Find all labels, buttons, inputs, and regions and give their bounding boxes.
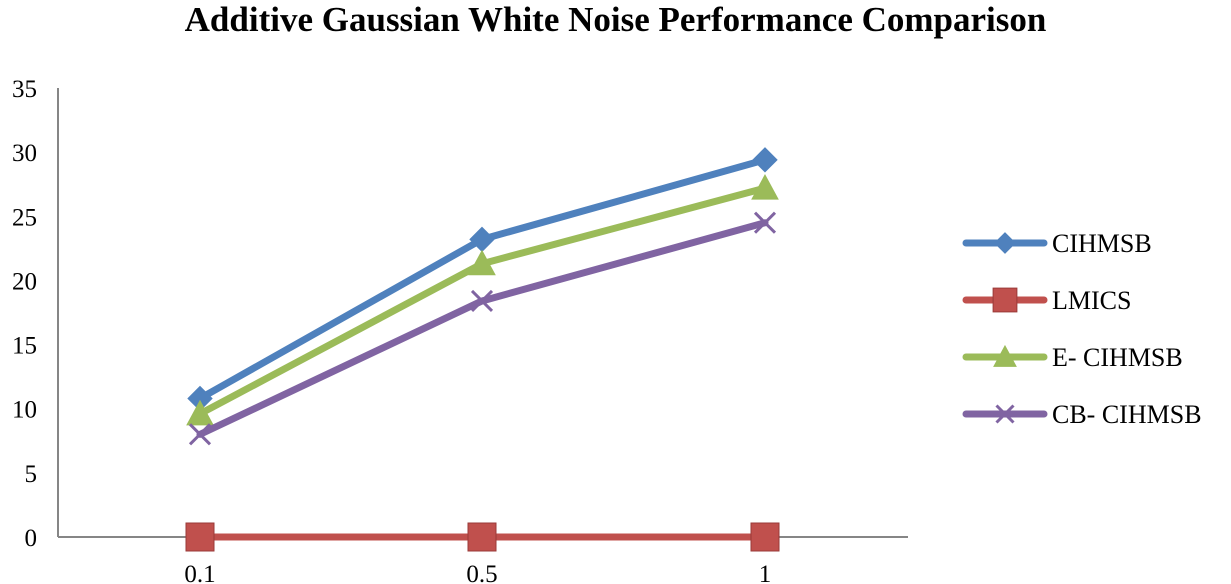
chart-title: Additive Gaussian White Noise Performanc…	[184, 0, 1047, 39]
series-e-cihmsb	[186, 174, 779, 426]
series-lmics	[185, 522, 780, 552]
x-tick-label: 0.1	[184, 561, 215, 584]
x-tick-label: 1	[759, 561, 772, 584]
legend-label: CIHMSB	[1052, 229, 1152, 258]
y-tick-label: 35	[12, 76, 37, 103]
series-group	[185, 147, 780, 552]
legend-item: LMICS	[962, 286, 1131, 315]
y-tick-label: 5	[25, 461, 38, 488]
y-tick-label: 20	[12, 268, 37, 295]
legend-item: CIHMSB	[962, 229, 1152, 258]
square-marker	[185, 522, 215, 552]
legend-label: CB- CIHMSB	[1052, 400, 1202, 429]
diamond-marker	[752, 147, 778, 173]
legend-item: E- CIHMSB	[962, 343, 1183, 372]
legend-label: E- CIHMSB	[1052, 343, 1183, 372]
legend-label: LMICS	[1052, 286, 1131, 315]
y-tick-label: 30	[12, 140, 37, 167]
series-cb-cihmsb	[188, 211, 777, 446]
y-tick-label: 25	[12, 204, 37, 231]
y-tick-label: 0	[25, 525, 38, 552]
x-marker	[995, 404, 1015, 424]
x-marker	[188, 423, 212, 446]
x-tick-label: 0.5	[466, 561, 497, 584]
legend-item: CB- CIHMSB	[962, 400, 1202, 429]
diamond-marker	[994, 232, 1016, 254]
x-marker	[470, 289, 494, 313]
x-axis-tick-labels: 0.1 0.5 1	[184, 561, 771, 584]
square-marker	[992, 287, 1018, 313]
triangle-marker	[993, 344, 1017, 367]
series-cihmsb	[187, 147, 778, 412]
legend: CIHMSB LMICS E- CIHMSB CB- CIHMSB	[962, 229, 1202, 429]
triangle-marker	[468, 249, 496, 276]
y-tick-label: 15	[12, 333, 37, 360]
chart-axes	[57, 88, 908, 538]
triangle-marker	[186, 399, 214, 426]
square-marker	[467, 522, 497, 552]
triangle-marker	[751, 174, 779, 200]
y-axis-tick-labels: 0 5 10 15 20 25 30 35	[12, 76, 37, 552]
x-marker	[753, 211, 777, 234]
square-marker	[750, 522, 780, 552]
y-tick-label: 10	[12, 397, 37, 424]
series-line	[196, 156, 769, 402]
